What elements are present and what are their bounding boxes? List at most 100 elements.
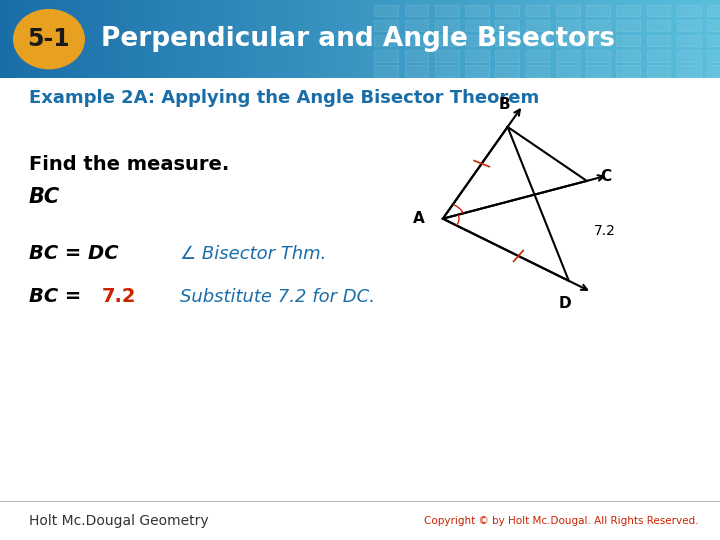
Bar [435, 35, 459, 46]
Text: B: B [498, 97, 510, 112]
Bar [117, 0, 127, 78]
Bar [465, 5, 489, 16]
Bar [648, 0, 658, 78]
Bar [707, 20, 720, 31]
Text: Substitute 7.2 for DC.: Substitute 7.2 for DC. [180, 288, 375, 306]
Bar [207, 0, 217, 78]
Bar [702, 0, 712, 78]
Bar [279, 0, 289, 78]
Bar [216, 0, 226, 78]
Bar [432, 0, 442, 78]
Bar [707, 65, 720, 77]
Bar [0, 0, 11, 78]
Bar [616, 50, 640, 62]
Bar [465, 65, 489, 77]
Bar [261, 0, 271, 78]
Bar [556, 5, 580, 16]
Bar [435, 20, 459, 31]
Bar [647, 20, 670, 31]
Bar [558, 0, 569, 78]
Bar [135, 0, 145, 78]
Bar [616, 65, 640, 77]
Bar [333, 0, 343, 78]
Bar [18, 0, 29, 78]
Bar [666, 0, 677, 78]
Text: 7.2: 7.2 [102, 287, 137, 307]
Bar [360, 0, 370, 78]
Bar [81, 0, 91, 78]
Bar [513, 0, 523, 78]
Bar [465, 20, 489, 31]
Text: C: C [600, 169, 611, 184]
Bar [526, 50, 549, 62]
Bar [126, 0, 137, 78]
Bar [465, 35, 489, 46]
Ellipse shape [13, 9, 85, 69]
Bar [374, 50, 398, 62]
Text: Copyright © by Holt Mc.Dougal. All Rights Reserved.: Copyright © by Holt Mc.Dougal. All Right… [424, 516, 698, 525]
Text: D: D [559, 296, 572, 311]
Bar [504, 0, 514, 78]
Text: Holt Mc.Dougal Geometry: Holt Mc.Dougal Geometry [29, 514, 208, 528]
Bar [405, 50, 428, 62]
Bar [522, 0, 532, 78]
Bar [586, 50, 610, 62]
Text: Find the measure.: Find the measure. [29, 155, 229, 174]
Bar [586, 20, 610, 31]
Bar [414, 0, 424, 78]
Bar [234, 0, 245, 78]
Bar [189, 0, 199, 78]
Bar [405, 0, 415, 78]
Bar [405, 20, 428, 31]
Bar [647, 5, 670, 16]
Bar [0, 78, 720, 117]
Bar [342, 0, 353, 78]
Bar [585, 0, 595, 78]
Bar [556, 20, 580, 31]
Bar [369, 0, 379, 78]
Bar [465, 50, 489, 62]
Bar [657, 0, 667, 78]
Bar [693, 0, 703, 78]
Bar [36, 0, 46, 78]
Bar [374, 65, 398, 77]
Bar [405, 65, 428, 77]
Bar [243, 0, 253, 78]
Bar [495, 0, 505, 78]
Bar [450, 0, 461, 78]
Bar [45, 0, 55, 78]
Bar [707, 35, 720, 46]
Bar [495, 50, 519, 62]
Bar [324, 0, 334, 78]
Bar [556, 35, 580, 46]
Bar [677, 65, 701, 77]
Bar [594, 0, 604, 78]
Bar [405, 35, 428, 46]
Bar [616, 5, 640, 16]
Bar [616, 35, 640, 46]
Bar [441, 0, 451, 78]
Bar [459, 0, 469, 78]
Bar [297, 0, 307, 78]
Bar [675, 0, 685, 78]
Bar [153, 0, 163, 78]
Bar [306, 0, 317, 78]
Bar [378, 0, 389, 78]
Bar [374, 35, 398, 46]
Bar [486, 0, 497, 78]
Bar [315, 0, 325, 78]
Bar [603, 0, 613, 78]
Bar [684, 0, 694, 78]
Bar [612, 0, 622, 78]
Bar [639, 0, 649, 78]
Bar [677, 35, 701, 46]
Bar [576, 0, 586, 78]
Bar [99, 0, 109, 78]
Bar [526, 35, 549, 46]
Bar [647, 35, 670, 46]
Bar [556, 65, 580, 77]
Bar [647, 50, 670, 62]
Text: Example 2A: Applying the Angle Bisector Theorem: Example 2A: Applying the Angle Bisector … [29, 89, 539, 107]
Bar [495, 65, 519, 77]
Text: BC: BC [29, 187, 60, 207]
